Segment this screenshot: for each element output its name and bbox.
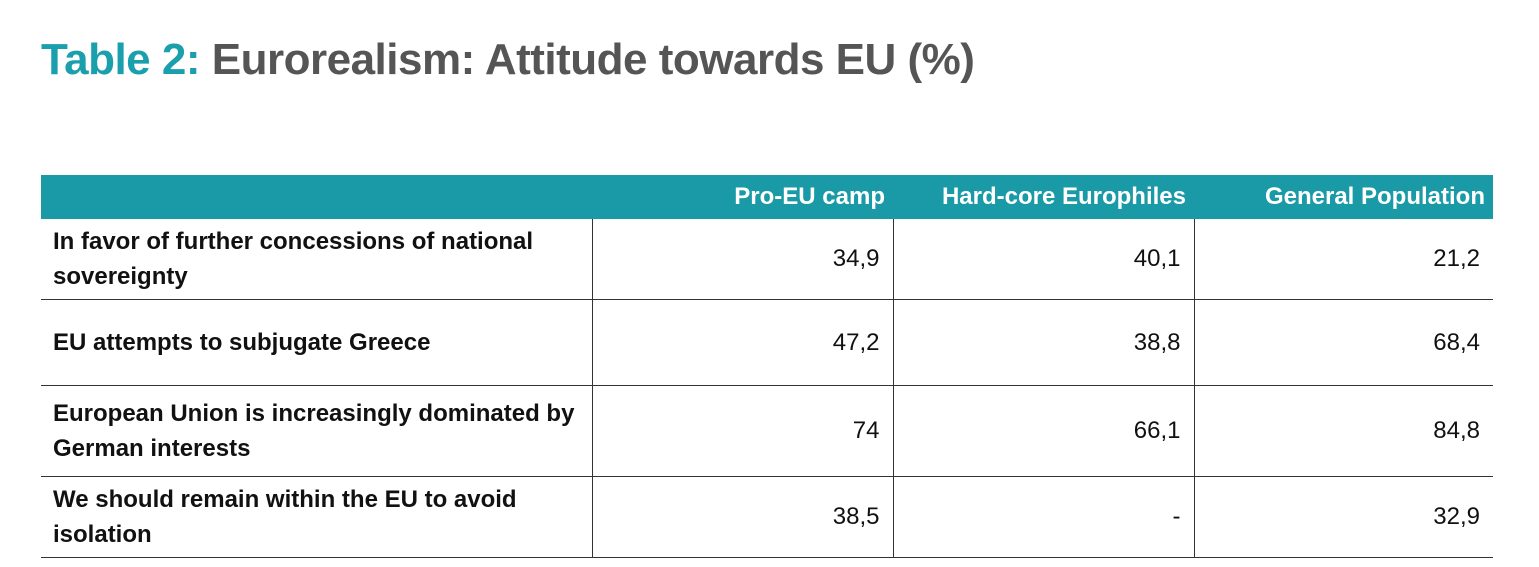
table-row: EU attempts to subjugate Greece 47,2 38,… xyxy=(41,299,1493,386)
cell-pro-eu-camp: 34,9 xyxy=(591,219,893,300)
page-title: Table 2: Eurorealism: Attitude towards E… xyxy=(41,35,975,84)
header-empty xyxy=(41,175,592,219)
header-pro-eu-camp: Pro-EU camp xyxy=(592,175,893,219)
row-label: In favor of further concessions of natio… xyxy=(41,219,592,300)
table-row: European Union is increasingly dominated… xyxy=(41,385,1493,477)
table-row: We should remain within the EU to avoid … xyxy=(41,476,1493,558)
cell-pro-eu-camp: 74 xyxy=(591,385,893,477)
cell-hard-core-europhiles: 40,1 xyxy=(892,219,1194,300)
table-header-row: Pro-EU camp Hard-core Europhiles General… xyxy=(41,175,1493,219)
header-general-population: General Population xyxy=(1194,175,1493,219)
table-title-text: Eurorealism: Attitude towards EU (%) xyxy=(211,35,975,84)
data-table: Pro-EU camp Hard-core Europhiles General… xyxy=(41,175,1493,558)
table-row: In favor of further concessions of natio… xyxy=(41,219,1493,300)
row-label: EU attempts to subjugate Greece xyxy=(41,299,592,386)
cell-general-population: 21,2 xyxy=(1193,219,1493,300)
cell-hard-core-europhiles: - xyxy=(892,476,1194,558)
row-label: European Union is increasingly dominated… xyxy=(41,385,592,477)
cell-hard-core-europhiles: 38,8 xyxy=(892,299,1194,386)
cell-pro-eu-camp: 38,5 xyxy=(591,476,893,558)
table-number-label: Table 2: xyxy=(41,35,201,84)
cell-general-population: 68,4 xyxy=(1193,299,1493,386)
row-label: We should remain within the EU to avoid … xyxy=(41,476,592,558)
cell-general-population: 84,8 xyxy=(1193,385,1493,477)
cell-pro-eu-camp: 47,2 xyxy=(591,299,893,386)
cell-hard-core-europhiles: 66,1 xyxy=(892,385,1194,477)
header-hard-core-europhiles: Hard-core Europhiles xyxy=(893,175,1194,219)
cell-general-population: 32,9 xyxy=(1193,476,1493,558)
